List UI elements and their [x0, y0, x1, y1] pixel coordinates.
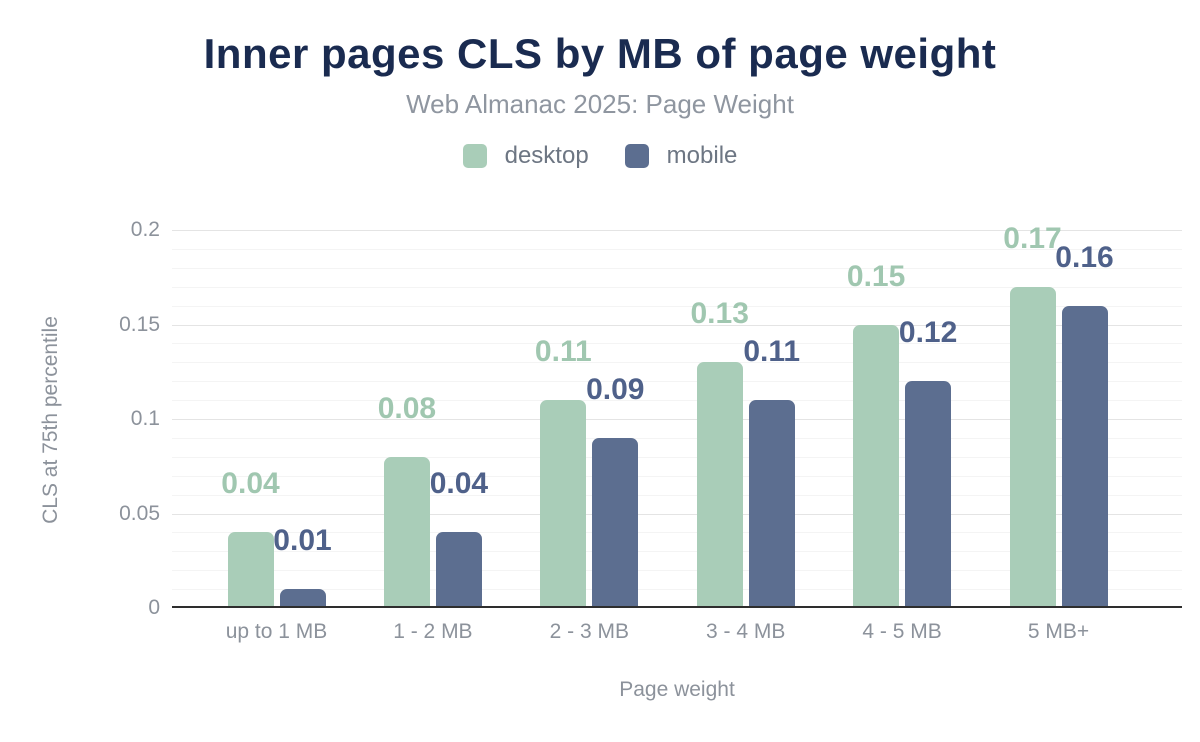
- legend-label-desktop: desktop: [504, 142, 589, 169]
- gridline: [172, 570, 1182, 572]
- x-axis-title: Page weight: [619, 678, 735, 701]
- bar-mobile: [1061, 305, 1108, 608]
- legend-item-desktop: desktop: [462, 142, 589, 170]
- y-tick-label: 0: [148, 596, 160, 619]
- gridline: [172, 419, 1182, 420]
- gridline: [172, 513, 1182, 515]
- bar-desktop: [853, 324, 900, 608]
- bar-value-label-desktop: 0.04: [221, 467, 280, 501]
- gridline: [172, 343, 1182, 345]
- x-tick-label: up to 1 MB: [225, 620, 328, 643]
- x-tick-label: 5 MB+: [1027, 620, 1090, 643]
- legend: desktop mobile: [0, 142, 1200, 170]
- bar-value-label-desktop: 0.11: [534, 335, 592, 369]
- bar-mobile: [748, 400, 795, 608]
- bar-desktop: [696, 362, 743, 608]
- bar-mobile: [592, 437, 639, 608]
- gridline: [172, 248, 1182, 250]
- gridline: [172, 362, 1182, 364]
- y-tick-label: 0.2: [130, 218, 160, 241]
- bar-mobile: [905, 381, 952, 608]
- gridline: [172, 400, 1182, 402]
- legend-label-mobile: mobile: [666, 142, 738, 169]
- bar-value-label-mobile: 0.12: [898, 316, 958, 350]
- bar-value-label-mobile: 0.09: [586, 372, 645, 406]
- gridline: [172, 532, 1182, 534]
- bar-value-label-desktop: 0.08: [377, 391, 437, 425]
- bar-value-label-desktop: 0.13: [690, 297, 749, 331]
- plot-area: 0.04 0.01 0.08 0.04 0.11 0.09 0.13 0.11 0.15 0.12…: [172, 222, 1182, 608]
- gridline: [172, 230, 1182, 231]
- bar-value-label-desktop: 0.15: [846, 259, 906, 293]
- bar-value-label-mobile: 0.11: [743, 335, 801, 369]
- y-tick-label: 0.05: [119, 501, 160, 525]
- chart-title: Inner pages CLS by MB of page weight: [203, 30, 997, 77]
- x-tick-label: 4 - 5 MB: [862, 620, 942, 643]
- bar-value-label-mobile: 0.01: [273, 524, 332, 558]
- gridline: [172, 456, 1182, 458]
- legend-swatch-desktop-icon: [462, 144, 487, 168]
- y-tick-label: 0.15: [119, 312, 160, 336]
- x-axis-line: [172, 606, 1182, 608]
- gridline: [172, 494, 1182, 496]
- bar-desktop: [227, 532, 274, 608]
- gridline: [172, 381, 1182, 383]
- gridline: [172, 589, 1182, 591]
- gridline: [172, 475, 1182, 477]
- bar-value-label-mobile: 0.16: [1055, 240, 1114, 274]
- gridline: [172, 437, 1182, 439]
- bar-value-label-desktop: 0.17: [1003, 221, 1062, 255]
- bar-value-label-mobile: 0.04: [429, 467, 489, 501]
- gridline: [172, 267, 1182, 269]
- y-tick-label: 0.1: [130, 407, 160, 430]
- bar-desktop: [1009, 286, 1056, 608]
- gridline: [172, 324, 1182, 326]
- gridline: [172, 551, 1182, 553]
- bar-desktop: [383, 456, 430, 608]
- x-tick-label: 2 - 3 MB: [549, 620, 629, 643]
- legend-swatch-mobile-icon: [624, 144, 649, 168]
- x-tick-label: 3 - 4 MB: [706, 620, 786, 643]
- bar-desktop: [540, 400, 587, 608]
- gridline: [172, 305, 1182, 307]
- chart-subtitle: Web Almanac 2025: Page Weight: [406, 89, 794, 119]
- bar-mobile: [435, 532, 482, 608]
- gridline: [172, 286, 1182, 288]
- legend-item-mobile: mobile: [624, 142, 738, 170]
- x-tick-label: 1 - 2 MB: [393, 620, 473, 643]
- bar-mobile: [279, 589, 326, 608]
